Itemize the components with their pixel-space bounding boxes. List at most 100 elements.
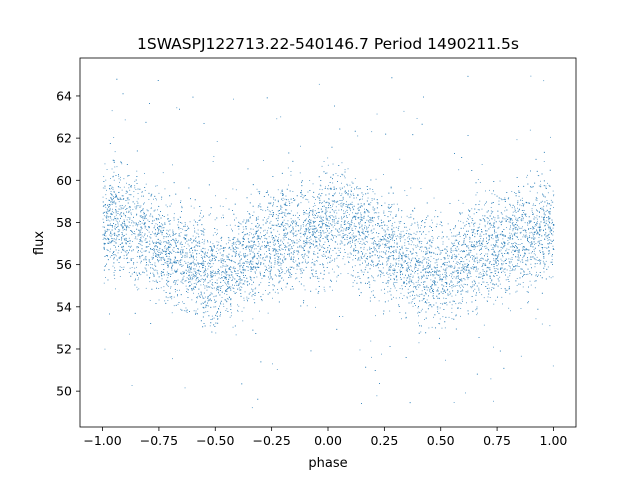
data-point — [234, 224, 236, 226]
data-point — [255, 244, 257, 246]
data-point — [152, 254, 154, 256]
data-point — [401, 255, 403, 257]
data-point — [204, 239, 206, 241]
data-point — [361, 228, 363, 230]
data-point — [288, 270, 290, 272]
data-point — [118, 201, 120, 203]
data-point — [190, 266, 192, 268]
data-point — [413, 286, 414, 288]
data-point — [138, 205, 140, 207]
data-point — [460, 272, 461, 274]
data-point — [160, 251, 162, 253]
data-point — [416, 270, 418, 271]
data-point — [314, 221, 315, 223]
data-point — [387, 291, 389, 293]
data-point — [388, 238, 389, 239]
data-point — [406, 215, 408, 217]
data-point — [130, 185, 132, 187]
data-point — [347, 273, 349, 274]
data-point — [456, 285, 458, 286]
data-point — [353, 235, 355, 237]
data-point — [514, 242, 516, 243]
data-point — [202, 295, 203, 297]
data-point — [316, 270, 317, 272]
data-point — [549, 227, 551, 229]
data-point — [204, 248, 206, 250]
data-point — [114, 217, 115, 219]
data-point — [258, 250, 260, 252]
data-point — [209, 325, 211, 327]
data-point — [268, 216, 270, 218]
data-point — [203, 243, 205, 245]
data-point — [474, 245, 475, 247]
data-point — [508, 288, 510, 290]
data-point — [396, 246, 398, 248]
data-point — [368, 203, 370, 205]
data-point — [444, 264, 446, 266]
data-point — [226, 225, 228, 226]
data-point — [115, 212, 117, 214]
data-point — [476, 256, 478, 258]
data-point — [462, 290, 464, 292]
data-point — [257, 246, 259, 247]
data-point — [350, 210, 351, 212]
data-point — [362, 252, 364, 254]
data-point — [394, 272, 396, 274]
data-point — [547, 266, 549, 268]
data-point — [306, 305, 308, 307]
data-point — [190, 255, 192, 257]
data-point — [522, 257, 524, 259]
data-point — [309, 222, 311, 223]
data-point — [359, 206, 361, 208]
data-point — [552, 365, 554, 367]
data-point — [509, 273, 511, 274]
data-point — [353, 209, 355, 211]
data-point — [445, 270, 447, 272]
data-point — [472, 286, 474, 287]
data-point — [327, 235, 329, 237]
data-point — [426, 258, 428, 260]
data-point — [533, 218, 535, 220]
data-point — [300, 277, 302, 278]
data-point — [202, 267, 204, 268]
data-point — [247, 280, 249, 282]
data-point — [549, 213, 551, 215]
data-point — [255, 272, 256, 274]
data-point — [281, 277, 283, 279]
data-point — [234, 261, 236, 263]
data-point — [236, 247, 238, 249]
data-point — [141, 195, 142, 197]
data-point — [489, 262, 491, 264]
data-point — [163, 258, 165, 260]
data-point — [339, 187, 341, 189]
data-point — [268, 267, 270, 269]
data-point — [390, 263, 392, 265]
data-point — [510, 258, 512, 260]
data-point — [214, 295, 216, 297]
data-point — [460, 279, 462, 281]
data-point — [225, 300, 227, 302]
data-point — [508, 221, 510, 223]
data-point — [411, 279, 413, 281]
data-point — [204, 229, 206, 230]
data-point — [430, 245, 432, 247]
data-point — [429, 244, 431, 246]
data-point — [460, 291, 462, 292]
data-point — [194, 227, 195, 229]
data-point — [155, 253, 156, 255]
data-point — [229, 316, 231, 318]
data-point — [548, 212, 550, 214]
data-point — [196, 259, 197, 261]
data-point — [552, 190, 554, 192]
data-point — [238, 276, 240, 277]
data-point — [451, 307, 453, 309]
data-point — [139, 241, 141, 242]
data-point — [311, 234, 313, 235]
data-point — [312, 214, 313, 215]
data-point — [428, 302, 430, 303]
data-point — [162, 257, 164, 259]
data-point — [335, 192, 336, 194]
data-point — [205, 269, 206, 271]
data-point — [399, 233, 400, 235]
data-point — [174, 269, 176, 271]
